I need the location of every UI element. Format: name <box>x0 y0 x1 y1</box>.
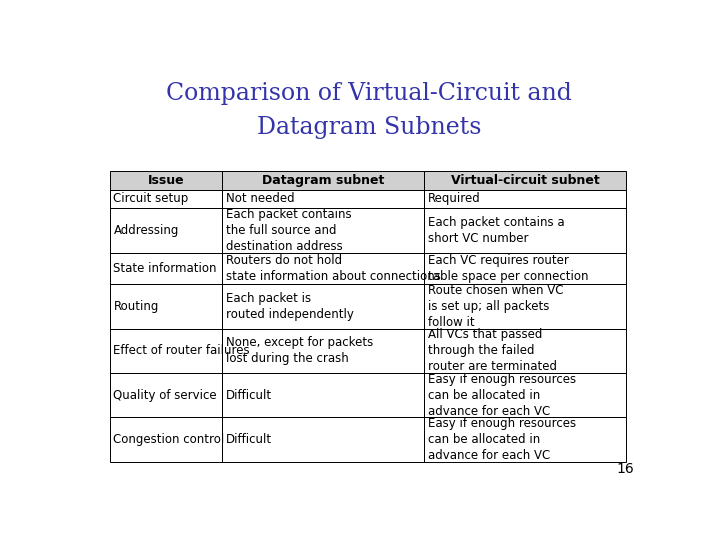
Bar <box>109 171 222 190</box>
Polygon shape <box>424 171 626 190</box>
Text: Routers do not hold
state information about connections: Routers do not hold state information ab… <box>226 254 441 283</box>
Text: None, except for packets
lost during the crash: None, except for packets lost during the… <box>226 336 374 365</box>
Text: Not needed: Not needed <box>226 192 294 205</box>
Text: 16: 16 <box>616 462 634 476</box>
Text: State information: State information <box>114 262 217 275</box>
Text: Congestion control: Congestion control <box>114 433 225 446</box>
Bar <box>109 417 222 462</box>
Text: Quality of service: Quality of service <box>114 389 217 402</box>
Polygon shape <box>222 373 424 417</box>
Text: Effect of router failures: Effect of router failures <box>114 345 250 357</box>
Text: Difficult: Difficult <box>226 433 272 446</box>
Polygon shape <box>109 190 222 208</box>
Bar <box>424 171 626 190</box>
Text: Comparison of Virtual-Circuit and: Comparison of Virtual-Circuit and <box>166 83 572 105</box>
Polygon shape <box>424 190 626 208</box>
Polygon shape <box>424 417 626 462</box>
Text: Required: Required <box>428 192 481 205</box>
Bar <box>424 253 626 284</box>
Bar <box>222 190 424 208</box>
Text: Addressing: Addressing <box>114 224 179 237</box>
Polygon shape <box>222 417 424 462</box>
Bar <box>109 208 222 253</box>
Bar <box>222 171 424 190</box>
Text: Each packet is
routed independently: Each packet is routed independently <box>226 292 354 321</box>
Polygon shape <box>109 171 222 190</box>
Bar <box>109 190 222 208</box>
Polygon shape <box>109 253 222 284</box>
Bar <box>222 253 424 284</box>
Polygon shape <box>424 284 626 329</box>
Polygon shape <box>222 253 424 284</box>
Polygon shape <box>222 208 424 253</box>
Text: Route chosen when VC
is set up; all packets
follow it: Route chosen when VC is set up; all pack… <box>428 284 564 329</box>
Polygon shape <box>109 208 222 253</box>
Bar <box>424 329 626 373</box>
Polygon shape <box>424 253 626 284</box>
Text: Each packet contains
the full source and
destination address: Each packet contains the full source and… <box>226 208 352 253</box>
Polygon shape <box>222 171 424 190</box>
Text: Issue: Issue <box>148 174 184 187</box>
Polygon shape <box>109 373 222 417</box>
Bar <box>424 417 626 462</box>
Text: All VCs that passed
through the failed
router are terminated: All VCs that passed through the failed r… <box>428 328 557 373</box>
Text: Datagram Subnets: Datagram Subnets <box>257 116 481 139</box>
Text: Each packet contains a
short VC number: Each packet contains a short VC number <box>428 216 564 245</box>
Bar <box>222 417 424 462</box>
Polygon shape <box>222 284 424 329</box>
Text: Routing: Routing <box>114 300 159 313</box>
Bar <box>424 190 626 208</box>
Bar <box>424 208 626 253</box>
Polygon shape <box>109 329 222 373</box>
Text: Easy if enough resources
can be allocated in
advance for each VC: Easy if enough resources can be allocate… <box>428 373 576 418</box>
Polygon shape <box>424 329 626 373</box>
Bar <box>109 373 222 417</box>
Text: Circuit setup: Circuit setup <box>114 192 189 205</box>
Text: Virtual-circuit subnet: Virtual-circuit subnet <box>451 174 600 187</box>
Polygon shape <box>109 284 222 329</box>
Text: Each VC requires router
table space per connection: Each VC requires router table space per … <box>428 254 589 283</box>
Text: Datagram subnet: Datagram subnet <box>262 174 384 187</box>
Bar <box>222 329 424 373</box>
Text: Difficult: Difficult <box>226 389 272 402</box>
Bar <box>109 329 222 373</box>
Bar <box>109 284 222 329</box>
Bar <box>424 284 626 329</box>
Polygon shape <box>424 373 626 417</box>
Bar <box>109 253 222 284</box>
Polygon shape <box>109 417 222 462</box>
Text: Easy if enough resources
can be allocated in
advance for each VC: Easy if enough resources can be allocate… <box>428 417 576 462</box>
Polygon shape <box>222 190 424 208</box>
Polygon shape <box>424 208 626 253</box>
Bar <box>222 284 424 329</box>
Bar <box>424 373 626 417</box>
Bar <box>222 208 424 253</box>
Polygon shape <box>222 329 424 373</box>
Bar <box>222 373 424 417</box>
